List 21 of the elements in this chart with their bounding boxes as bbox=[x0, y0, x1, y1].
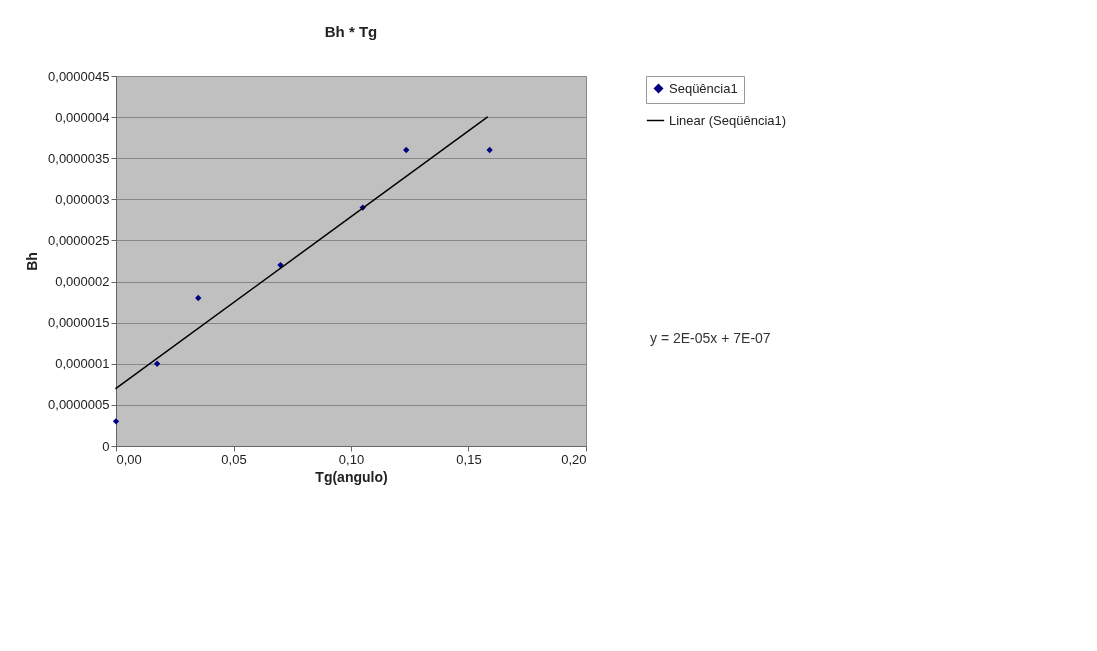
x-tick-label: 0,20 bbox=[561, 451, 587, 467]
y-tick-label: 0,000003 bbox=[55, 191, 110, 207]
x-tick-label: 0,05 bbox=[221, 451, 247, 467]
y-tick-label: 0,0000035 bbox=[48, 150, 110, 166]
y-tick-label: 0,0000015 bbox=[48, 315, 110, 331]
legend-label: Linear (Seqüência1) bbox=[669, 112, 787, 128]
text: y = 2E-05x + 7E-07 bbox=[650, 330, 771, 346]
y-tick-label: 0,0000025 bbox=[48, 232, 110, 248]
y-tick-label: 0,000001 bbox=[55, 356, 110, 372]
y-tick-label: 0,000002 bbox=[55, 274, 110, 290]
x-tick-label: 0,10 bbox=[338, 451, 365, 467]
y-tick-label: 0 bbox=[102, 438, 110, 454]
x-axis-title: Tg(angulo) bbox=[315, 468, 388, 485]
y-axis-title: Bh bbox=[24, 252, 41, 271]
y-tick-label: 0,000004 bbox=[55, 109, 110, 125]
x-tick-label: 0,15 bbox=[456, 451, 482, 467]
legend-label: Seqüência1 bbox=[669, 80, 738, 96]
chart-title: Bh * Tg bbox=[324, 23, 378, 40]
y-tick-label: 0,0000045 bbox=[48, 68, 110, 84]
y-tick-label: 0,0000005 bbox=[48, 397, 110, 413]
x-tick-label: 0,00 bbox=[116, 451, 142, 467]
